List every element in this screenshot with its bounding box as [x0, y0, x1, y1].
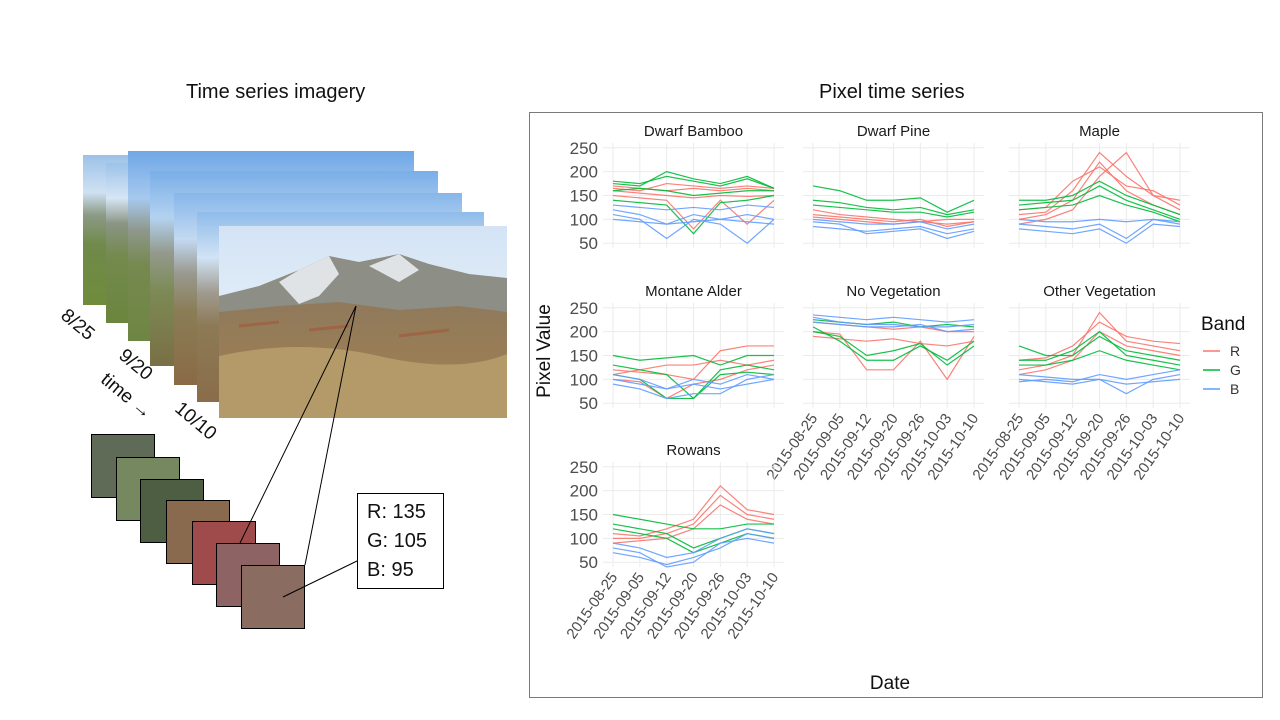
y-tick-label: 50 [579, 553, 598, 572]
facet-rowans: Rowans501001502002502015-08-252015-09-05… [563, 442, 784, 642]
series-line-r [812, 209, 974, 223]
y-tick-label: 250 [570, 458, 598, 477]
right-title: Pixel time series [819, 81, 965, 103]
y-axis-title: Pixel Value [534, 304, 555, 398]
series-line-r [612, 190, 775, 199]
y-tick-label: 200 [570, 323, 598, 342]
y-tick-label: 150 [570, 187, 598, 206]
series-line-b [612, 528, 775, 559]
series-line-g [612, 354, 774, 366]
facet-title: Dwarf Bamboo [644, 123, 743, 140]
facet-dwarf-pine: Dwarf Pine [803, 123, 984, 248]
y-tick-label: 150 [570, 506, 598, 525]
series-line-b [1018, 223, 1181, 244]
series-line-g [1019, 180, 1181, 216]
facet-no-vegetation: No Vegetation2015-08-252015-09-052015-09… [763, 283, 984, 483]
series-line-b [612, 209, 775, 225]
series-line-g [812, 204, 975, 218]
series-line-g [1019, 330, 1181, 366]
series-line-g [612, 170, 775, 189]
series-line-r [812, 331, 975, 381]
series-line-r [812, 213, 975, 228]
y-tick-label: 50 [579, 234, 598, 253]
facet-title: Other Vegetation [1043, 283, 1156, 300]
rgb-b-value: B: 95 [367, 559, 414, 581]
series-line-g [612, 175, 775, 189]
y-tick-label: 150 [570, 347, 598, 366]
facet-title: Rowans [666, 442, 720, 459]
series-line-r [612, 484, 775, 537]
series-line-r [1018, 321, 1181, 361]
y-tick-label: 100 [570, 210, 598, 229]
facet-montane-alder: Montane Alder 50 100 150 200 250 [570, 283, 784, 413]
series-line-g [812, 185, 975, 213]
series-line-b [612, 374, 775, 400]
series-line-g [612, 513, 774, 530]
rgb-r-value: R: 135 [367, 501, 426, 523]
series-line-b [812, 316, 975, 328]
swatch-7 [241, 565, 305, 629]
rgb-value-box: R: 135 G: 105 B: 95 [357, 493, 444, 589]
series-line-b [612, 537, 775, 568]
series-line-g [1018, 194, 1181, 223]
facet-title: Dwarf Pine [857, 123, 930, 140]
series-line-b [812, 321, 975, 333]
y-tick-label: 250 [570, 139, 598, 158]
series-line-g [812, 199, 975, 216]
series-line-b [612, 214, 775, 244]
y-tick-label: 250 [570, 299, 598, 318]
series-line-g [812, 331, 975, 366]
series-line-b [612, 378, 775, 390]
series-line-b [612, 204, 775, 211]
legend-label-b: B [1230, 381, 1239, 397]
series-line-g [812, 326, 975, 361]
series-line-b [1018, 218, 1181, 223]
series-line-r [612, 194, 775, 230]
mountain-photo [219, 226, 507, 418]
series-line-b [612, 373, 775, 390]
left-title: Time series imagery [186, 81, 366, 103]
legend-title: Band [1201, 314, 1245, 335]
facet-title: Maple [1079, 123, 1120, 140]
facet-other-vegetation: Other Vegetation2015-08-252015-09-052015… [969, 283, 1190, 483]
chart-frame: Dwarf Bamboo 50 100 150 200 250 Dwarf Pine Mapl… [529, 112, 1263, 698]
series-line-b [612, 218, 775, 225]
series-line-b [612, 532, 775, 566]
x-axis-title: Date [870, 673, 910, 694]
series-line-b [812, 314, 975, 323]
rgb-g-value: G: 105 [367, 530, 428, 552]
y-tick-label: 100 [570, 529, 598, 548]
series-line-b [812, 221, 975, 240]
facet-title: Montane Alder [645, 283, 742, 300]
series-line-r [612, 182, 775, 192]
facet-maple: Maple [1009, 123, 1190, 248]
legend: Band RGB [1201, 314, 1245, 397]
legend-label-r: R [1230, 343, 1240, 359]
series-line-g [1019, 350, 1181, 371]
series-line-b [812, 225, 975, 235]
facet-title: No Vegetation [846, 283, 940, 300]
series-line-b [1018, 369, 1181, 383]
series-line-g [612, 187, 774, 197]
y-tick-label: 200 [570, 482, 598, 501]
series-line-g [1018, 185, 1181, 220]
series-line-r [1018, 151, 1181, 225]
facet-dwarf-bamboo: Dwarf Bamboo 50 100 150 200 250 [570, 123, 784, 253]
series-line-g [612, 194, 775, 235]
y-tick-label: 100 [570, 370, 598, 389]
faceted-line-chart: Dwarf Bamboo 50 100 150 200 250 Dwarf Pine Mapl… [534, 123, 1245, 694]
series-line-b [1018, 378, 1181, 385]
series-line-r [613, 494, 775, 539]
series-line-r [812, 335, 975, 347]
legend-label-g: G [1230, 362, 1241, 378]
y-tick-label: 50 [579, 394, 598, 413]
y-tick-label: 200 [570, 163, 598, 182]
series-line-b [812, 218, 975, 230]
series-line-g [1018, 335, 1181, 361]
